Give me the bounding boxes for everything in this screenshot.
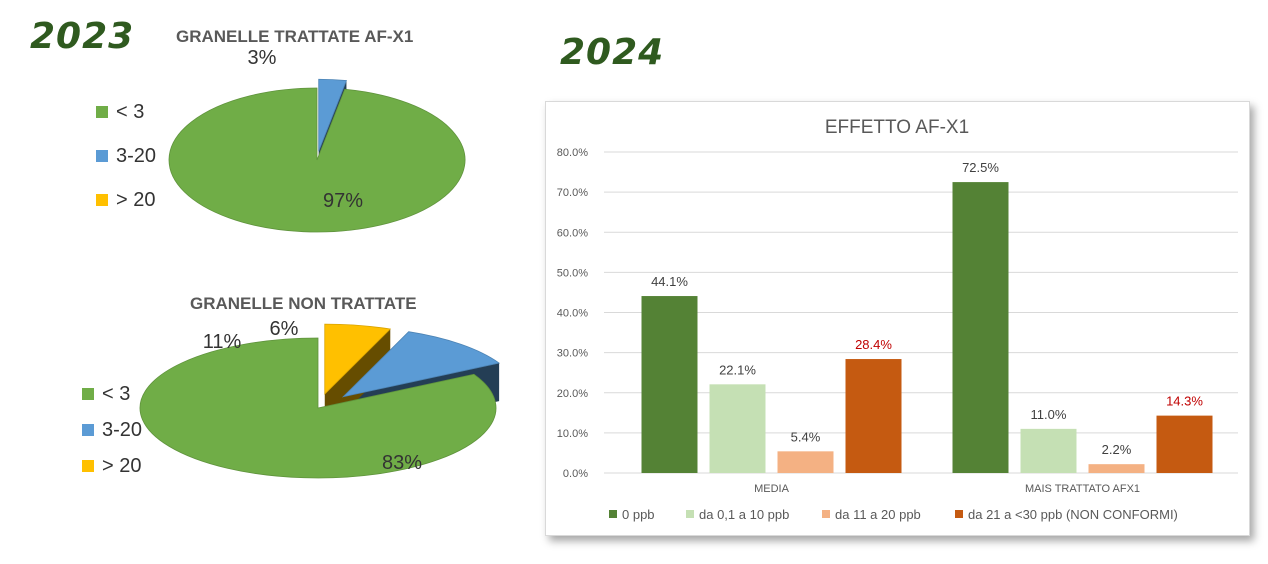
legend-swatch [82,388,94,400]
legend-swatch [609,510,617,518]
legend-swatch [96,150,108,162]
bar-data-label: 5.4% [791,429,821,444]
y-tick-label: 70.0% [557,187,588,199]
legend-item-gt20: > 20 [96,189,156,211]
bar-1-0 [709,384,766,473]
x-category-label: MEDIA [754,483,790,495]
bar-data-label: 11.0% [1031,407,1067,422]
y-tick-label: 50.0% [557,267,588,279]
legend-swatch [955,510,963,518]
bar-data-label: 2.2% [1102,442,1132,457]
bar-1-1 [1020,428,1077,473]
legend-item-3-20: 3-20 [96,145,156,167]
pie-treated-title: GRANELLE TRATTATE AF-X1 [176,27,414,46]
pie-slice--3 [168,87,466,233]
pie-data-label: 6% [270,318,299,340]
bar-3-1 [1156,415,1213,473]
pie-slice-3-20 [318,78,347,152]
y-tick-label: 40.0% [557,308,588,320]
bar-0-0 [641,296,698,473]
y-tick-label: 80.0% [557,147,588,159]
bar-2-1 [1088,464,1145,473]
legend-item-lt3: < 3 [82,383,142,405]
legend-label: da 21 a <30 ppb (NON CONFORMI) [968,507,1178,522]
bar-chart: EFFETTO AF-X1 0.0% 10.0% 20.0% 30.0% 40.0% 50.… [557,117,1238,522]
pie-data-label: 83% [382,452,422,474]
pie-slice--3 [139,337,497,479]
bar-data-label: 72.5% [962,160,999,175]
pie-untreated-title: GRANELLE NON TRATTATE [190,294,417,313]
year-2024-label: 2024 [560,32,665,73]
legend-label: da 11 a 20 ppb [835,507,921,522]
legend-swatch [686,510,694,518]
legend-swatch [96,194,108,206]
legend-label: < 3 [102,382,131,405]
bar-data-label: 14.3% [1166,394,1203,409]
x-category-label: MAIS TRATTATO AFX1 [1025,483,1140,495]
bar-chart-panel: EFFETTO AF-X1 0.0% 10.0% 20.0% 30.0% 40.0% 50.… [545,101,1250,536]
pie-data-label: 11% [203,331,242,353]
legend-label: > 20 [116,188,156,211]
pie-slice--20 [324,323,392,396]
legend-item-lt3: < 3 [96,101,156,123]
pie-slice-3-20 [341,331,501,398]
y-tick-label: 10.0% [557,428,588,440]
legend-swatch [822,510,830,518]
bar-data-label: 28.4% [855,337,892,352]
legend-swatch [82,424,94,436]
bar-data-label: 44.1% [651,274,688,289]
pie-treated-legend: < 3 3-20 > 20 [96,101,156,233]
y-tick-label: 20.0% [557,388,588,400]
legend-label: da 0,1 a 10 ppb [699,507,789,522]
legend-item-3-20: 3-20 [82,419,142,441]
bar-2-0 [777,451,834,473]
legend-item-gt20: > 20 [82,455,142,477]
legend-label: < 3 [116,100,145,123]
bar-0-1 [952,182,1009,473]
legend-swatch [82,460,94,472]
chart-title: EFFETTO AF-X1 [825,117,969,138]
legend-label: 3-20 [116,144,157,167]
y-tick-label: 30.0% [557,348,588,360]
legend-label: 3-20 [102,418,143,441]
year-2023-label: 2023 [30,16,135,57]
bar-3-0 [845,359,902,473]
legend-label: 0 ppb [622,507,655,522]
bar-data-label: 22.1% [719,362,756,377]
pie-data-label: 97% [323,190,363,212]
pie-data-label: 3% [248,47,277,69]
pie-untreated-legend: < 3 3-20 > 20 [82,383,142,491]
y-tick-label: 0.0% [563,468,588,480]
pie-charts: 97% 3% 83% 11% 6% [139,47,501,479]
legend-swatch [96,106,108,118]
y-tick-label: 60.0% [557,227,588,239]
legend-label: > 20 [102,454,142,477]
